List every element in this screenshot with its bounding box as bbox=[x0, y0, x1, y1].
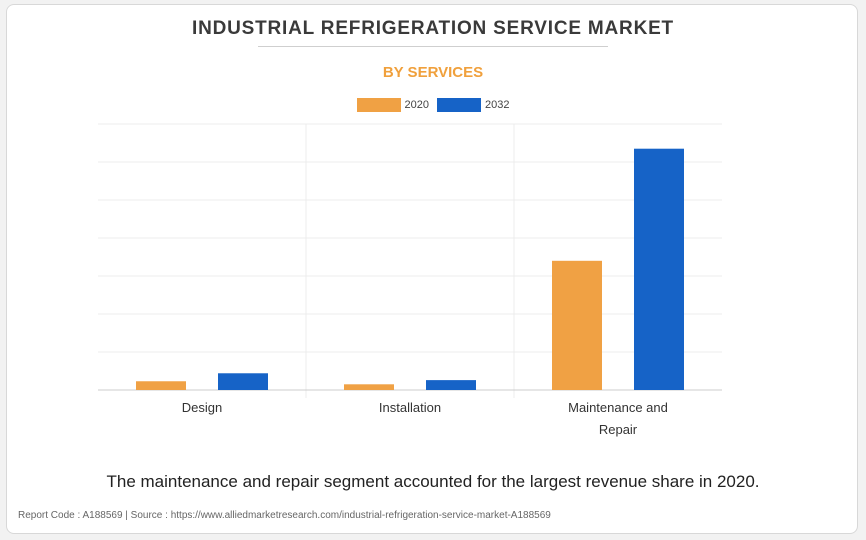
legend-item-2020: 2020 bbox=[356, 98, 429, 112]
x-tick-label: Repair bbox=[599, 422, 638, 437]
bar-maintenance-and-repair-2020 bbox=[552, 260, 602, 390]
bar-installation-2020 bbox=[344, 384, 394, 390]
report-source: Report Code : A188569 | Source : https:/… bbox=[18, 510, 551, 521]
x-tick-label: Design bbox=[182, 400, 222, 415]
legend-label-2020: 2020 bbox=[404, 99, 429, 111]
bar-installation-2032 bbox=[426, 380, 476, 390]
chart-legend: 2020 2032 bbox=[0, 98, 866, 112]
x-tick-label: Maintenance and bbox=[568, 400, 668, 415]
title-divider bbox=[258, 46, 608, 47]
x-tick-label: Installation bbox=[379, 400, 441, 415]
chart-title: INDUSTRIAL REFRIGERATION SERVICE MARKET bbox=[192, 18, 674, 39]
chart-caption: The maintenance and repair segment accou… bbox=[106, 472, 760, 491]
bar-maintenance-and-repair-2032 bbox=[634, 148, 684, 390]
legend-item-2032: 2032 bbox=[437, 98, 509, 112]
legend-swatch-2032 bbox=[437, 98, 481, 112]
chart-card bbox=[6, 4, 858, 534]
chart-subtitle: BY SERVICES bbox=[382, 64, 484, 81]
bar-design-2020 bbox=[136, 381, 186, 390]
legend-label-2032: 2032 bbox=[485, 99, 510, 111]
bar-design-2032 bbox=[218, 373, 268, 390]
legend-swatch-2020 bbox=[356, 98, 401, 112]
